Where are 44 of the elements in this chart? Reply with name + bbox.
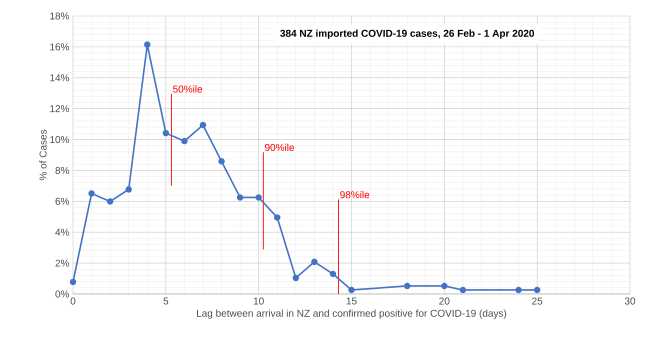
ref-line-label: 90%ile: [264, 144, 294, 152]
point: [441, 282, 448, 290]
point: [534, 286, 540, 294]
point: [236, 194, 244, 201]
y-tick-label: 2%: [56, 260, 70, 267]
point: [88, 190, 95, 197]
ref-line-label: 50%ile: [173, 85, 202, 93]
point: [460, 286, 466, 294]
point: [144, 41, 150, 48]
y-tick-label: 4%: [55, 228, 70, 236]
point: [274, 214, 280, 221]
x-tick-label: 10: [254, 298, 264, 305]
x-axis-title: Lag between arrival in NZ and confirmed positive for COVID-19 (days): [196, 309, 506, 319]
y-axis-title: % of Cases: [39, 130, 47, 180]
point: [106, 198, 114, 205]
y-tick-label: 10%: [50, 136, 70, 144]
x-tick-label: 0: [70, 298, 76, 305]
x-tick-label: 20: [439, 298, 450, 305]
y-tick-label: 16%: [50, 43, 70, 50]
point: [404, 282, 410, 290]
point: [330, 270, 336, 278]
point: [200, 122, 206, 128]
ref-line-label: 98%ile: [340, 190, 370, 198]
point: [255, 194, 262, 201]
x-tick-label: 25: [532, 298, 542, 305]
y-tick-label: 6%: [56, 198, 70, 205]
point: [126, 186, 132, 193]
point: [218, 158, 225, 165]
point: [292, 274, 300, 282]
x-tick-label: 15: [346, 298, 357, 304]
point: [515, 286, 522, 294]
y-tick-label: 12%: [50, 105, 70, 112]
point: [181, 138, 188, 144]
x-tick-label: 30: [624, 298, 636, 305]
y-tick-label: 0%: [55, 290, 70, 298]
text: 384 NZ imported COVID-19 cases, 26 Feb - 1 Apr 2020: [280, 30, 534, 39]
x-tick-label: 5: [163, 298, 168, 304]
point: [311, 258, 318, 266]
point: [348, 286, 355, 294]
y-tick-label: 18%: [50, 12, 70, 20]
y-tick-label: 14%: [50, 74, 70, 82]
y-tick-label: 8%: [55, 166, 70, 174]
point: [70, 278, 76, 286]
point: [162, 130, 170, 136]
